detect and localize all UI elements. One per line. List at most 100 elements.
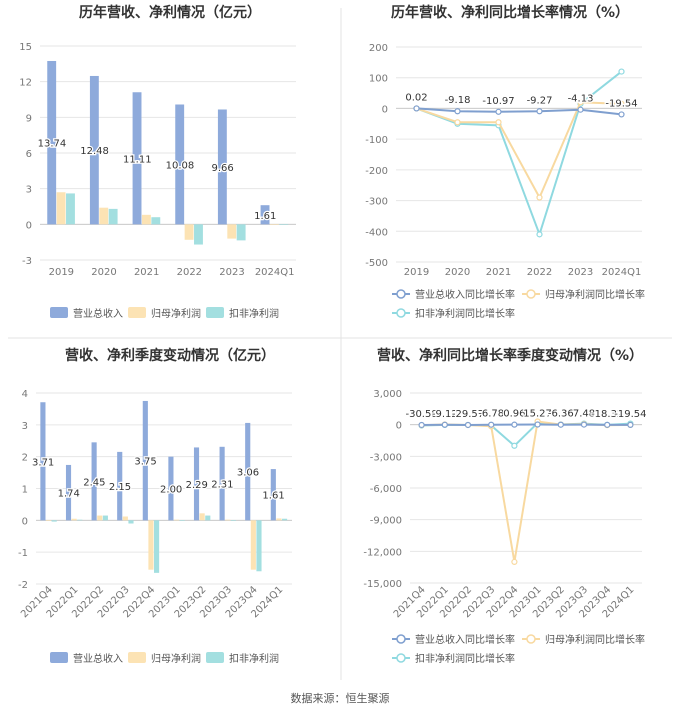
data-label: -18.32 <box>591 409 623 420</box>
bar-0 <box>260 205 270 225</box>
legend-marker <box>396 289 406 299</box>
y-tick-label: 100 <box>369 74 388 85</box>
x-tick-label: 2023 <box>568 267 593 278</box>
bar-2 <box>205 515 211 521</box>
data-label: 3.06 <box>237 468 259 479</box>
data-label: 15.27 <box>523 409 552 420</box>
legend-swatch <box>206 652 224 663</box>
bar-0 <box>193 447 200 521</box>
y-tick-label: 15 <box>19 42 32 53</box>
series-line-2 <box>421 422 631 448</box>
quarterly-growth-rate: 营收、净利同比增长率季度变动情况（%） -15,000 -12,000 -9,000 -… <box>363 347 647 665</box>
bar-2 <box>128 520 134 524</box>
series-point-1 <box>577 99 584 106</box>
data-label: -30.58 <box>405 409 437 420</box>
series-point-0 <box>557 421 564 428</box>
legend-label: 归母净利润 <box>151 307 201 320</box>
series-point-0 <box>536 108 543 115</box>
bar-1 <box>269 224 279 225</box>
series-point-0 <box>577 106 584 113</box>
chart-title: 营收、净利同比增长率季度变动情况（%） <box>377 347 643 364</box>
series-point-0 <box>511 421 518 428</box>
bar-0 <box>65 464 72 521</box>
x-tick-label: 2022 <box>177 267 202 278</box>
y-tick-label: 6 <box>26 149 32 160</box>
bar-0 <box>245 422 251 521</box>
legend-label: 扣非净利润同比增长率 <box>415 307 515 320</box>
bar-0 <box>142 400 148 521</box>
data-label: -9.27 <box>527 95 553 106</box>
data-label: 10.08 <box>166 160 195 171</box>
legend-swatch <box>50 652 68 663</box>
x-tick-label: 2020 <box>445 267 470 278</box>
series-point-2 <box>536 231 543 238</box>
bar-1 <box>199 513 205 521</box>
data-label: -10.97 <box>482 96 514 107</box>
bar-1 <box>71 518 77 521</box>
bar-0 <box>91 442 97 521</box>
bar-1 <box>45 520 52 521</box>
series-point-1 <box>495 119 502 126</box>
legend-label: 归母净利润 <box>151 652 201 665</box>
data-label: 0.02 <box>405 92 427 103</box>
series-point-1 <box>536 194 543 201</box>
bar-1 <box>141 214 151 225</box>
series-point-0 <box>495 108 502 115</box>
y-tick-label: 3 <box>22 421 28 432</box>
bar-1 <box>122 516 128 521</box>
bar-1 <box>225 519 231 521</box>
data-label: -29.57 <box>452 409 484 420</box>
series-point-1 <box>454 119 461 126</box>
bar-0 <box>47 60 57 225</box>
y-tick-label: 0 <box>382 104 388 115</box>
data-label: 0.96 <box>503 409 525 420</box>
y-tick-label: 0 <box>396 421 402 432</box>
annual-growth-rate: 历年营收、净利同比增长率情况（%） -500 -400 -300 -200 -100 0 10… <box>365 4 645 320</box>
data-label: -6.78 <box>478 409 504 420</box>
bar-0 <box>270 469 276 521</box>
bar-2 <box>179 520 185 521</box>
y-tick-label: -3 <box>22 256 32 267</box>
y-tick-label: 3,000 <box>373 389 402 400</box>
x-tick-label: 2020 <box>91 267 116 278</box>
series-line-0 <box>416 107 622 116</box>
series-point-0 <box>441 421 448 428</box>
y-tick-label: 0 <box>26 220 32 231</box>
y-tick-label: -15,000 <box>363 579 402 590</box>
series-point-2 <box>511 442 518 449</box>
bar-2 <box>256 520 262 572</box>
legend-swatch <box>50 307 68 318</box>
bar-1 <box>97 515 103 521</box>
bar-2 <box>151 217 161 225</box>
bar-0 <box>219 446 225 521</box>
y-tick-label: -12,000 <box>363 547 402 558</box>
bar-1 <box>99 207 109 225</box>
data-label: 2.00 <box>160 485 182 496</box>
legend-label: 营业总收入 <box>73 652 123 665</box>
y-tick-label: 3 <box>26 185 32 196</box>
y-tick-label: -200 <box>365 166 388 177</box>
bar-2 <box>194 224 203 245</box>
legend-label: 营业总收入同比增长率 <box>415 288 515 301</box>
data-label: 3.75 <box>134 457 156 468</box>
bar-0 <box>175 104 185 225</box>
x-tick-label: 2024Q1 <box>602 267 642 278</box>
bar-2 <box>108 208 118 225</box>
data-label: -9.18 <box>445 95 471 106</box>
data-label: 7.48 <box>573 409 595 420</box>
legend-label: 归母净利润同比增长率 <box>545 288 645 301</box>
y-tick-label: -3,000 <box>370 452 402 463</box>
data-label: 13.74 <box>38 139 67 150</box>
bar-2 <box>102 515 108 521</box>
data-label: 11.11 <box>123 154 152 165</box>
data-label: 1.61 <box>262 491 284 502</box>
y-tick-label: -100 <box>365 135 388 146</box>
bar-0 <box>168 456 174 521</box>
series-point-0 <box>618 111 625 118</box>
data-label: 1.61 <box>254 211 276 222</box>
x-tick-label: 2019 <box>404 267 429 278</box>
data-label: 9.66 <box>211 163 233 174</box>
annual-revenue-profit: 历年营收、净利情况（亿元） -3 0 3 6 9 12 15 2019 2020 2021 2022 2… <box>19 4 296 320</box>
y-tick-label: 12 <box>19 78 32 89</box>
x-tick-label: 2023 <box>219 267 244 278</box>
